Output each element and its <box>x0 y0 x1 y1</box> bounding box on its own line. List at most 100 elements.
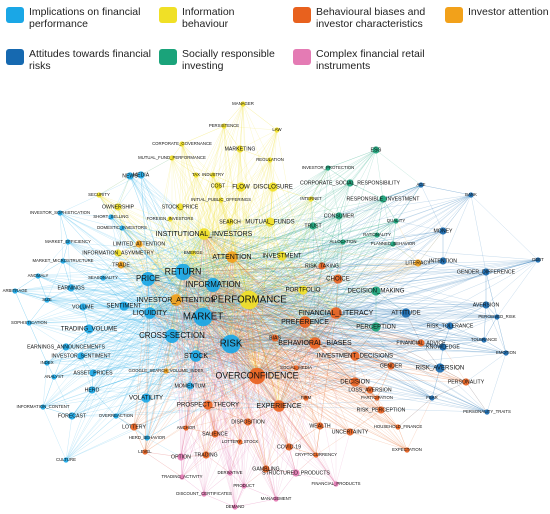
network-edge <box>147 278 444 348</box>
node-uncertainty <box>346 428 354 436</box>
network-edge <box>62 241 69 262</box>
node-label-forecast: FORECAST <box>58 413 87 419</box>
network-edge <box>295 342 316 474</box>
network-edge <box>182 225 314 273</box>
node-salience <box>211 430 219 438</box>
network-edge <box>144 335 173 453</box>
network-edge <box>376 365 392 399</box>
node-regulation <box>267 157 273 163</box>
node-label-institutional-investors: INSTITUTIONAL_INVESTORS <box>156 231 253 238</box>
network-edge <box>239 375 258 443</box>
network-edge <box>98 194 112 218</box>
network-edge <box>212 284 231 474</box>
node-persistence <box>221 123 227 129</box>
network-edge <box>91 389 280 407</box>
node-label-responsible-investment: RESPONSIBLE_INVESTMENT <box>347 196 421 202</box>
network-edge <box>14 290 30 324</box>
network-edge <box>242 103 278 131</box>
network-edge <box>220 199 231 223</box>
node-label-participation: PARTICIPATION <box>361 395 393 400</box>
network-edge <box>230 198 384 345</box>
network-edge <box>195 355 392 367</box>
node-label-corporate-social-responsibility: CORPORATE_SOCIAL_RESPONSIBILITY <box>300 180 400 186</box>
network-edge <box>203 233 488 413</box>
network-edge <box>147 278 507 354</box>
network-edge <box>171 157 233 258</box>
network-edge <box>395 220 419 264</box>
network-edge <box>338 215 344 243</box>
network-edge <box>202 316 356 383</box>
network-edge <box>133 278 149 428</box>
node-label-emotion: EMOTION <box>496 350 516 355</box>
network-edge <box>180 454 207 458</box>
network-edge <box>117 206 184 273</box>
network-edge <box>115 316 204 417</box>
network-edge <box>189 299 250 387</box>
network-edge <box>231 103 244 258</box>
network-edge <box>274 337 297 369</box>
network-edge <box>256 375 488 413</box>
node-label-foreign-investors: FOREIGN_INVESTORS <box>147 216 194 221</box>
network-edge <box>140 174 173 337</box>
network-edge <box>248 184 422 301</box>
node-label-regulation: REGULATION <box>256 157 284 162</box>
node-label-analyst: ANALYST <box>44 374 64 379</box>
node-label-cryptocurrency: CRYPTOCURRENCY <box>295 452 337 457</box>
network-edge <box>149 157 173 314</box>
network-edge <box>256 375 277 500</box>
node-label-personality-traits: PERSONALITY_TRAITS <box>463 409 511 414</box>
network-edge <box>169 218 232 345</box>
network-edge <box>248 299 280 407</box>
network-edge <box>212 284 280 407</box>
node-information <box>206 278 220 292</box>
network-edge <box>248 299 407 314</box>
node-financial-literacy <box>330 307 342 319</box>
network-edge <box>171 335 399 428</box>
network-edge <box>181 143 205 235</box>
network-edge <box>202 234 378 318</box>
node-cross-section <box>165 329 179 343</box>
network-edge <box>110 216 151 314</box>
network-edge <box>431 367 441 399</box>
network-edge <box>248 299 337 314</box>
network-edge <box>28 299 250 324</box>
network-edge <box>203 233 337 314</box>
network-edge <box>231 256 245 487</box>
node-emerge <box>190 250 196 256</box>
network-edge <box>335 312 356 357</box>
legend-swatch <box>159 49 177 65</box>
network-edge <box>171 157 250 301</box>
node-herd <box>88 386 96 394</box>
network-edge <box>202 185 219 318</box>
network-edge <box>147 278 316 344</box>
network-edge <box>203 198 312 235</box>
node-label-household-finance: HOUSEHOLD_FINANCE <box>374 424 423 429</box>
network-edge <box>149 312 378 399</box>
network-edge <box>220 199 231 223</box>
network-edge <box>165 370 258 377</box>
network-edge <box>337 241 344 280</box>
network-edge <box>230 343 408 451</box>
network-edge <box>205 454 231 474</box>
node-label-investor-attention: INVESTOR_ATTENTION <box>137 297 216 304</box>
network-edge <box>140 174 250 301</box>
network-edge <box>212 174 232 345</box>
network-edge <box>70 287 280 407</box>
node-mutual-fund-performance <box>169 155 175 161</box>
network-edge <box>180 405 280 458</box>
network-edge <box>195 256 233 357</box>
network-edge <box>256 312 407 377</box>
network-edge <box>230 343 441 369</box>
node-gender-difference <box>482 268 490 276</box>
network-edge <box>182 271 249 423</box>
network-edge <box>46 346 67 364</box>
network-edge <box>248 221 271 301</box>
network-edge <box>175 299 191 387</box>
network-edge <box>37 275 48 301</box>
network-edge <box>496 259 539 318</box>
node-label-overconfidence: OVERCONFIDENCE <box>215 370 298 380</box>
network-edge <box>182 271 232 345</box>
network-edge <box>375 326 392 367</box>
network-edge <box>42 271 184 408</box>
network-edge <box>180 312 337 458</box>
